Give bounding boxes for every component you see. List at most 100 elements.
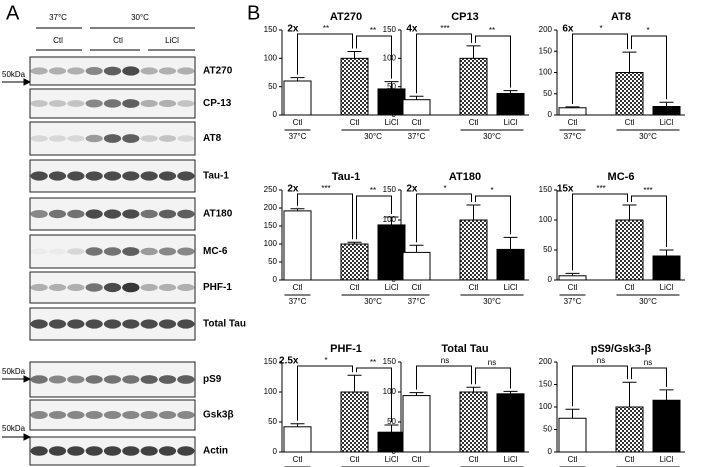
bar [340, 57, 369, 116]
significance: ns [441, 356, 449, 365]
y-tick-label: 0 [392, 110, 397, 119]
error-bar [466, 386, 481, 392]
x-tick-label: Ctl [568, 118, 578, 127]
group-label: 37°C [564, 132, 582, 141]
significance: *** [643, 186, 652, 195]
band [122, 99, 140, 108]
condition-label: LiCl [165, 36, 179, 45]
band [158, 319, 177, 329]
band [177, 209, 195, 219]
band [67, 375, 85, 384]
band [48, 67, 67, 75]
bar [402, 395, 431, 453]
bar [652, 255, 681, 281]
band [85, 375, 103, 384]
group-label: 30°C [483, 132, 501, 141]
band [48, 209, 67, 219]
error-bar [622, 51, 637, 73]
chart-title: AT270 [330, 11, 362, 23]
fold-label: 4x [406, 24, 418, 35]
error-bar [409, 95, 424, 100]
y-tick-label: 150 [264, 25, 278, 34]
bracket [297, 33, 353, 75]
y-tick-label: 0 [548, 110, 553, 119]
y-tick-label: 100 [539, 402, 553, 411]
y-tick-label: 50 [387, 82, 396, 91]
band [122, 375, 140, 384]
group-label: 30°C [639, 132, 657, 141]
error-bar [503, 236, 518, 250]
band [85, 319, 103, 329]
band [85, 247, 103, 256]
fold-label: 2x [287, 24, 299, 35]
error-bar [503, 90, 518, 94]
blot-label: AT180 [203, 209, 233, 220]
error-bar [565, 408, 580, 419]
error-bar [466, 45, 481, 59]
band [103, 411, 122, 419]
band [85, 446, 103, 456]
band [140, 283, 158, 292]
y-tick-label: 0 [273, 275, 278, 284]
band [103, 134, 122, 143]
x-tick-label: LiCl [660, 455, 674, 464]
significance: ** [370, 186, 376, 195]
blot-label: CP-13 [203, 98, 232, 109]
band [140, 209, 158, 219]
band [140, 247, 158, 256]
y-tick-label: 250 [264, 185, 278, 194]
band [122, 247, 140, 256]
band [48, 248, 67, 255]
x-tick-label: Ctl [568, 283, 578, 292]
band [67, 248, 85, 255]
y-tick-label: 100 [383, 387, 397, 396]
error-bar [384, 81, 399, 89]
blot-label: Total Tau [203, 319, 246, 330]
significance: ns [597, 356, 605, 365]
band [48, 319, 67, 329]
band [140, 171, 158, 181]
significance: * [490, 186, 493, 195]
band [48, 100, 67, 107]
x-tick-label: LiCl [504, 118, 518, 127]
significance: *** [596, 184, 605, 193]
band [103, 446, 122, 456]
x-tick-label: LiCl [385, 283, 399, 292]
blot-label: PHF-1 [203, 282, 232, 293]
y-tick-label: 200 [539, 357, 553, 366]
bar [558, 417, 587, 453]
bracket [631, 35, 667, 100]
y-tick-label: 200 [264, 203, 278, 212]
marker-label: 50kDa [2, 367, 26, 376]
band [177, 247, 195, 256]
error-bar [347, 51, 362, 59]
blot-label: Actin [203, 446, 228, 457]
band [30, 171, 48, 181]
band [140, 411, 158, 419]
bar [340, 243, 369, 281]
y-tick-label: 0 [273, 447, 278, 456]
y-tick-label: 100 [383, 53, 397, 62]
band [30, 283, 48, 292]
band [67, 135, 85, 142]
error-bar [622, 204, 637, 220]
group-label: 30°C [639, 297, 657, 306]
bracket [631, 367, 667, 387]
band [122, 411, 140, 419]
band [158, 209, 177, 219]
x-tick-label: LiCl [385, 118, 399, 127]
error-bar [384, 216, 399, 225]
band [177, 67, 195, 75]
x-tick-label: Ctl [293, 118, 303, 127]
x-tick-label: Ctl [469, 455, 479, 464]
chart-title: CP13 [451, 11, 479, 23]
error-bar [565, 106, 580, 108]
bracket [416, 33, 472, 94]
group-label: 37°C [408, 297, 426, 306]
error-bar [565, 272, 580, 276]
significance: * [324, 356, 327, 365]
y-tick-label: 100 [264, 239, 278, 248]
condition-label: Ctl [53, 36, 63, 45]
band [85, 67, 103, 75]
bar [283, 426, 312, 453]
